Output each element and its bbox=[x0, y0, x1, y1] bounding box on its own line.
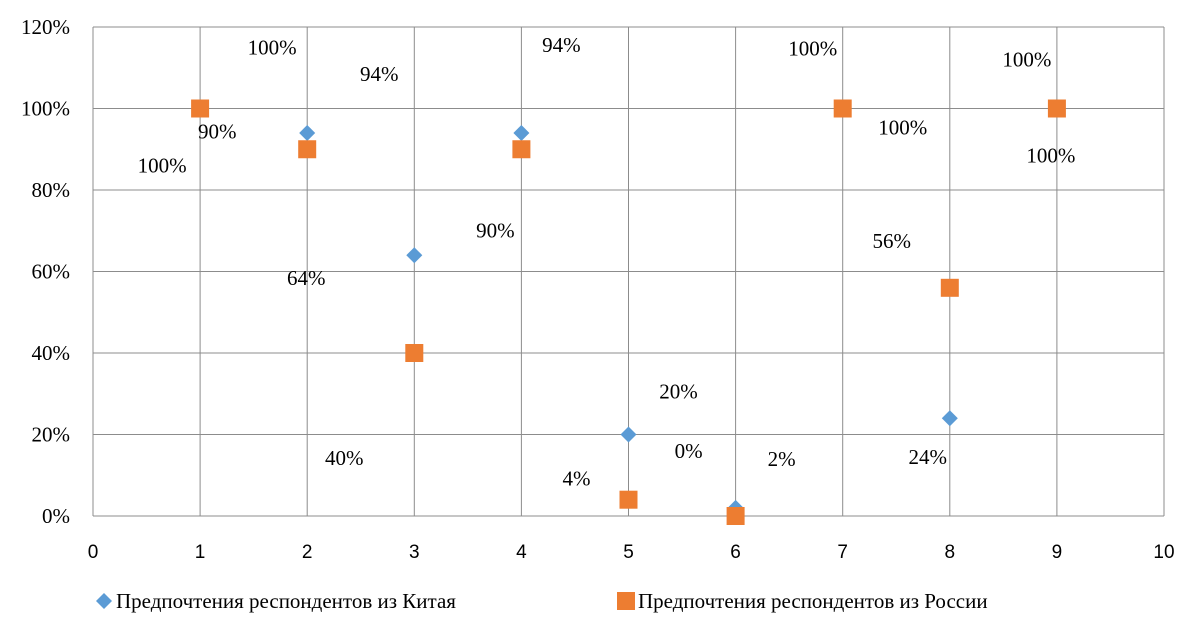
y-tick-label: 100% bbox=[21, 97, 70, 121]
x-tick-label: 3 bbox=[409, 542, 420, 563]
x-axis-ticks: 0 1 2 3 4 5 6 7 8 9 10 bbox=[88, 542, 1175, 563]
data-label: 100% bbox=[1002, 48, 1051, 72]
x-tick-label: 6 bbox=[730, 542, 741, 563]
diamond-marker bbox=[620, 426, 637, 443]
y-tick-label: 40% bbox=[32, 341, 71, 365]
square-marker bbox=[191, 99, 210, 118]
square-marker bbox=[619, 490, 638, 509]
y-tick-label: 20% bbox=[32, 423, 71, 447]
data-label: 64% bbox=[287, 266, 326, 290]
square-marker bbox=[512, 140, 531, 159]
diamond-marker bbox=[941, 410, 958, 427]
data-label: 40% bbox=[325, 446, 364, 470]
diamond-marker bbox=[96, 593, 112, 609]
x-tick-label: 1 bbox=[195, 542, 206, 563]
y-tick-label: 80% bbox=[32, 178, 71, 202]
data-label: 20% bbox=[659, 380, 698, 404]
square-marker bbox=[1047, 99, 1066, 118]
gridlines bbox=[92, 26, 1165, 517]
diamond-marker bbox=[299, 124, 316, 141]
diamond-marker bbox=[406, 247, 423, 264]
data-label: 0% bbox=[675, 439, 703, 463]
square-marker bbox=[617, 592, 635, 610]
x-tick-label: 8 bbox=[945, 542, 956, 563]
data-label: 56% bbox=[873, 229, 912, 253]
data-label: 94% bbox=[360, 62, 399, 86]
square-marker bbox=[298, 140, 317, 159]
data-points bbox=[191, 99, 1066, 525]
square-marker bbox=[405, 344, 424, 362]
x-tick-label: 0 bbox=[88, 542, 99, 563]
data-label: 100% bbox=[788, 37, 837, 61]
x-tick-label: 10 bbox=[1153, 542, 1174, 563]
legend: Предпочтения респондентов из Китая Предпо… bbox=[96, 589, 988, 613]
data-label: 94% bbox=[542, 33, 581, 57]
x-tick-label: 9 bbox=[1052, 542, 1063, 563]
data-labels: 100% 94% 64% 94% 20% 2% 100% 24% 100% 100% 90% 40% 9… bbox=[138, 33, 1076, 491]
x-tick-label: 5 bbox=[623, 542, 634, 563]
square-marker bbox=[833, 99, 852, 118]
y-tick-label: 0% bbox=[42, 504, 70, 528]
y-tick-label: 60% bbox=[32, 260, 71, 284]
legend-entry: Предпочтения респондентов из России bbox=[638, 589, 988, 613]
data-label: 100% bbox=[1026, 144, 1075, 168]
y-tick-label: 120% bbox=[21, 15, 70, 39]
data-label: 90% bbox=[476, 218, 515, 242]
data-label: 100% bbox=[138, 154, 187, 178]
x-tick-label: 4 bbox=[516, 542, 527, 563]
x-tick-label: 7 bbox=[837, 542, 848, 563]
data-label: 24% bbox=[909, 445, 948, 469]
data-label: 100% bbox=[248, 36, 297, 60]
data-label: 2% bbox=[768, 447, 796, 471]
square-marker bbox=[726, 507, 745, 525]
y-axis-ticks: 0% 20% 40% 60% 80% 100% 120% bbox=[21, 15, 70, 528]
data-label: 90% bbox=[198, 119, 237, 143]
diamond-marker bbox=[513, 124, 530, 141]
data-label: 100% bbox=[878, 116, 927, 140]
legend-entry: Предпочтения респондентов из Китая bbox=[116, 589, 456, 613]
square-marker bbox=[940, 278, 959, 297]
data-label: 4% bbox=[563, 467, 591, 491]
x-tick-label: 2 bbox=[302, 542, 313, 563]
